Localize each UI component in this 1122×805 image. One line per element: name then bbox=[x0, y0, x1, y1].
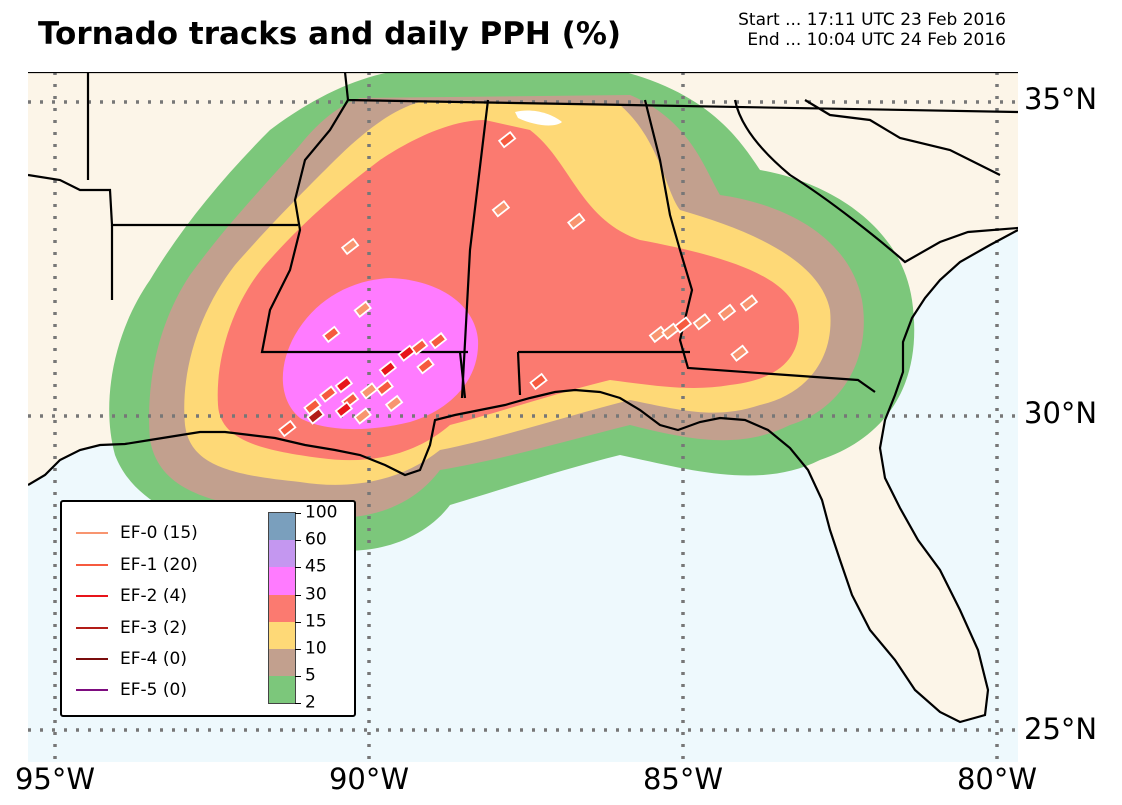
tornado-track-ef0 bbox=[359, 382, 379, 400]
tornado-track-ef0 bbox=[353, 300, 372, 318]
colorbar-label: 45 bbox=[305, 556, 327, 577]
legend-swatch-ef0 bbox=[76, 531, 108, 535]
tornado-track-ef2 bbox=[378, 360, 398, 378]
legend-entry-ef1: EF-1 (20) bbox=[76, 555, 198, 575]
tornado-track-ef0 bbox=[491, 200, 511, 218]
legend-label-ef1: EF-1 (20) bbox=[120, 555, 198, 575]
chart-title: Tornado tracks and daily PPH (%) bbox=[38, 16, 622, 52]
legend-label-ef4: EF-4 (0) bbox=[120, 649, 187, 669]
legend-swatch-ef5 bbox=[76, 688, 108, 692]
tornado-track-ef0 bbox=[692, 313, 712, 331]
colorbar-label: 10 bbox=[305, 638, 327, 659]
tornado-track-ef0 bbox=[353, 407, 372, 425]
tornado-track-ef0 bbox=[340, 237, 360, 256]
colorbar-label: 15 bbox=[305, 611, 327, 632]
colorbar-tick bbox=[295, 567, 301, 569]
tornado-track-ef0 bbox=[739, 294, 759, 312]
tornado-track-ef2 bbox=[334, 400, 354, 419]
tornado-track-ef2 bbox=[334, 375, 354, 394]
time-range: Start ... 17:11 UTC 23 Feb 2016 End ... … bbox=[738, 10, 1006, 50]
tornado-track-ef1 bbox=[278, 419, 297, 438]
colorbar-segment bbox=[269, 676, 295, 704]
tornado-track-ef0 bbox=[717, 303, 737, 322]
legend-entry-ef2: EF-2 (4) bbox=[76, 586, 187, 606]
tornado-track-ef1 bbox=[322, 325, 341, 344]
tornado-track-ef1 bbox=[497, 130, 517, 149]
tornado-track-ef1 bbox=[428, 331, 448, 350]
tornado-track-ef1 bbox=[375, 379, 394, 397]
legend-label-ef3: EF-3 (2) bbox=[120, 618, 187, 638]
lon-label-95w: 95°W bbox=[14, 762, 96, 796]
tornado-track-ef3 bbox=[306, 407, 325, 425]
legend-entry-ef5: EF-5 (0) bbox=[76, 680, 187, 700]
tornado-track-ef0 bbox=[384, 394, 404, 413]
legend-entry-ef4: EF-4 (0) bbox=[76, 649, 187, 669]
colorbar-segment bbox=[269, 594, 295, 622]
colorbar-segment bbox=[269, 621, 295, 649]
pph-unshaded-area bbox=[515, 110, 562, 126]
colorbar-label: 60 bbox=[305, 529, 327, 550]
legend-swatch-ef1 bbox=[76, 563, 108, 567]
legend-label-ef2: EF-2 (4) bbox=[120, 586, 187, 606]
legend-swatch-ef2 bbox=[76, 594, 108, 598]
lon-label-90w: 90°W bbox=[328, 762, 410, 796]
colorbar-segment bbox=[269, 513, 295, 541]
graticule bbox=[28, 72, 1018, 762]
start-time: Start ... 17:11 UTC 23 Feb 2016 bbox=[738, 10, 1006, 30]
colorbar-tick bbox=[295, 676, 301, 678]
colorbar-tick bbox=[295, 540, 301, 542]
tornado-track-ef0 bbox=[566, 212, 586, 231]
legend-entry-ef0: EF-0 (15) bbox=[76, 523, 198, 543]
lon-label-80w: 80°W bbox=[956, 762, 1038, 796]
lat-label-25n: 25°N bbox=[1024, 712, 1098, 746]
colorbar-segment bbox=[269, 540, 295, 568]
lat-label-30n: 30°N bbox=[1024, 396, 1098, 430]
tornado-tracks bbox=[278, 130, 759, 438]
legend: EF-0 (15) EF-1 (20) EF-2 (4) EF-3 (2) EF… bbox=[60, 500, 356, 717]
legend-label-ef0: EF-0 (15) bbox=[120, 523, 198, 543]
legend-swatch-ef3 bbox=[76, 626, 108, 630]
tornado-track-ef0 bbox=[730, 344, 749, 362]
end-time: End ... 10:04 UTC 24 Feb 2016 bbox=[747, 30, 1006, 50]
colorbar-segment bbox=[269, 649, 295, 677]
tornado-track-ef1 bbox=[529, 372, 548, 391]
colorbar-label: 5 bbox=[305, 665, 316, 686]
tornado-track-ef1 bbox=[673, 316, 693, 334]
pph-colorbar: 100 60 45 30 15 10 5 2 bbox=[268, 504, 337, 711]
tornado-track-ef1 bbox=[303, 397, 322, 416]
coastline bbox=[28, 229, 1018, 724]
lon-label-85w: 85°W bbox=[642, 762, 724, 796]
colorbar-tick bbox=[295, 703, 301, 705]
tornado-track-ef1 bbox=[318, 385, 338, 403]
colorbar-tick bbox=[295, 649, 301, 650]
lat-label-35n: 35°N bbox=[1024, 82, 1098, 116]
tornado-track-ef0 bbox=[648, 325, 668, 344]
legend-label-ef5: EF-5 (0) bbox=[120, 680, 187, 700]
colorbar-label: 100 bbox=[305, 502, 338, 523]
colorbar-tick bbox=[295, 594, 301, 596]
colorbar-tick bbox=[295, 621, 301, 623]
tornado-track-ef2 bbox=[397, 344, 416, 362]
tornado-track-ef1 bbox=[416, 357, 435, 375]
colorbar-segment bbox=[269, 567, 295, 595]
colorbar-label: 2 bbox=[305, 692, 316, 713]
colorbar-tick bbox=[295, 513, 301, 514]
legend-entry-ef3: EF-3 (2) bbox=[76, 618, 187, 638]
legend-swatch-ef4 bbox=[76, 657, 108, 661]
colorbar-label: 30 bbox=[305, 584, 327, 605]
state-borders bbox=[28, 72, 1018, 399]
